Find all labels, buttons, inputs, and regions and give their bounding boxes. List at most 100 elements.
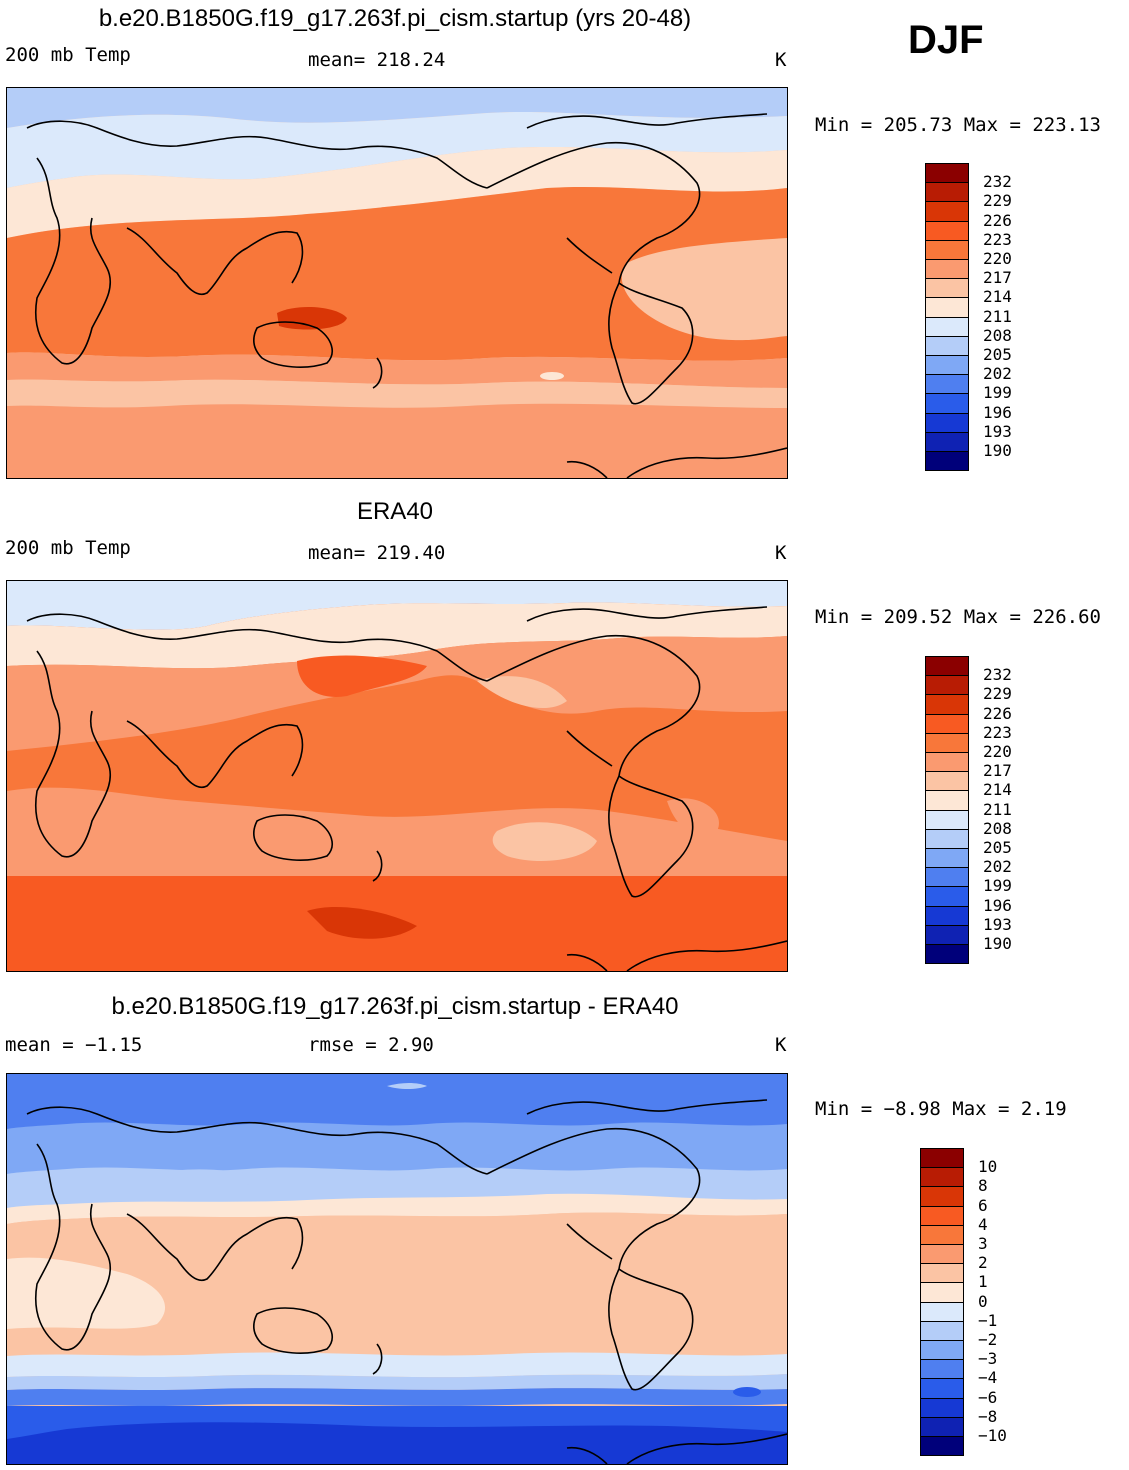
colorbar-swatch <box>925 451 969 472</box>
mean-label: mean = −1.15 <box>5 1034 143 1056</box>
colorbar-swatch <box>925 732 969 753</box>
colorbar-swatch <box>925 316 969 337</box>
colorbar-swatch <box>920 1416 964 1437</box>
colorbar-level-label: 208 <box>983 818 1012 838</box>
colorbar-level-label: 8 <box>978 1176 988 1196</box>
colorbar-swatch <box>925 752 969 773</box>
colorbar-level-label: 214 <box>983 780 1012 800</box>
colorbar-swatch <box>925 163 969 184</box>
colorbar-swatch <box>925 374 969 395</box>
colorbar-level-label: 6 <box>978 1195 988 1215</box>
colorbar-level-label: 205 <box>983 345 1012 364</box>
colorbar-swatch <box>920 1244 964 1265</box>
colorbar-swatch <box>925 828 969 849</box>
colorbar-level-label: 202 <box>983 364 1012 384</box>
colorbar-level-label: −10 <box>978 1426 1007 1445</box>
colorbar-swatch <box>920 1224 964 1245</box>
colorbar-swatch <box>920 1263 964 1284</box>
colorbar-swatch <box>925 905 969 926</box>
colorbar-era40: 232 229 226 223 220 217 214 211 208 205 202 199 196 1… <box>925 656 1045 965</box>
colorbar-level-label: 220 <box>983 742 1012 761</box>
colorbar-swatch <box>920 1167 964 1188</box>
colorbar-level-label: 10 <box>978 1157 998 1177</box>
colorbar-level-label: −3 <box>978 1349 998 1369</box>
colorbar-level-label: 226 <box>983 210 1012 230</box>
units-label: K <box>775 49 787 71</box>
colorbar-swatch <box>925 790 969 811</box>
map-model-200mb-temp <box>6 87 788 479</box>
colorbar-level-label: 232 <box>983 172 1012 192</box>
colorbar-swatch <box>925 771 969 792</box>
colorbar-swatch <box>925 713 969 734</box>
min-max-label: Min = 205.73 Max = 223.13 <box>815 114 1101 136</box>
map-era40-200mb-temp <box>6 580 788 972</box>
panel-title: b.e20.B1850G.f19_g17.263f.pi_cism.startu… <box>111 993 679 1020</box>
colorbar-model: 232 229 226 223 220 217 214 211 208 205 202 199 196 1… <box>925 163 1045 472</box>
colorbar-swatch <box>925 675 969 696</box>
colorbar-swatch <box>920 1205 964 1226</box>
colorbar-level-label: 229 <box>983 684 1012 704</box>
colorbar-level-label: 202 <box>983 857 1012 877</box>
colorbar-swatch <box>925 924 969 945</box>
colorbar-level-label: 199 <box>983 383 1012 403</box>
colorbar-level-label: −8 <box>978 1406 998 1426</box>
colorbar-swatch <box>925 393 969 414</box>
colorbar-level-label: 196 <box>983 402 1012 422</box>
colorbar-level-label: 217 <box>983 761 1012 781</box>
season-label: DJF <box>908 18 984 62</box>
colorbar-swatch <box>920 1397 964 1418</box>
colorbar-swatch <box>925 297 969 318</box>
colorbar-swatch <box>920 1320 964 1341</box>
colorbar-level-label: 208 <box>983 325 1012 345</box>
colorbar-level-label: 211 <box>983 306 1012 326</box>
colorbar-level-label: 190 <box>983 441 1012 460</box>
colorbar-swatch <box>925 412 969 433</box>
colorbar-swatch <box>925 278 969 299</box>
colorbar-level-label: 214 <box>983 287 1012 307</box>
colorbar-level-label: 1 <box>978 1272 988 1292</box>
colorbar-swatch <box>920 1186 964 1207</box>
colorbar-level-label: −2 <box>978 1330 998 1349</box>
mean-label: mean= 219.40 <box>308 542 446 564</box>
colorbar-swatch <box>925 182 969 203</box>
units-label: K <box>775 1034 787 1056</box>
colorbar-swatch <box>925 355 969 376</box>
colorbar-level-label: 223 <box>983 229 1012 249</box>
colorbar-level-label: 217 <box>983 268 1012 288</box>
colorbar-level-label: 196 <box>983 895 1012 915</box>
panel-title: b.e20.B1850G.f19_g17.263f.pi_cism.startu… <box>98 5 692 32</box>
min-max-label: Min = −8.98 Max = 2.19 <box>815 1098 1067 1120</box>
colorbar-level-label: 205 <box>983 838 1012 857</box>
colorbar-level-label: 3 <box>978 1234 988 1253</box>
colorbar-swatch <box>925 431 969 452</box>
colorbar-level-label: −4 <box>978 1368 998 1388</box>
colorbar-swatch <box>925 201 969 222</box>
colorbar-level-label: 199 <box>983 876 1012 896</box>
field-label: 200 mb Temp <box>5 44 131 66</box>
colorbar-swatch <box>925 259 969 280</box>
colorbar-level-label: 0 <box>978 1291 988 1311</box>
mean-label: mean= 218.24 <box>308 49 446 71</box>
colorbar-swatch <box>925 867 969 888</box>
colorbar-level-label: 193 <box>983 421 1012 441</box>
colorbar-swatch <box>920 1301 964 1322</box>
field-label: 200 mb Temp <box>5 537 131 559</box>
panel-title: ERA40 <box>356 498 434 525</box>
colorbar-swatch <box>925 944 969 965</box>
colorbar-swatch <box>925 239 969 260</box>
colorbar-level-label: 211 <box>983 799 1012 819</box>
colorbar-level-label: −1 <box>978 1310 998 1330</box>
colorbar-level-label: 223 <box>983 722 1012 742</box>
colorbar-swatch <box>925 809 969 830</box>
colorbar-level-label: 220 <box>983 249 1012 268</box>
colorbar-swatch <box>920 1436 964 1457</box>
colorbar-level-label: −6 <box>978 1387 998 1407</box>
colorbar-swatch <box>925 848 969 869</box>
map-difference-200mb-temp <box>6 1073 788 1465</box>
colorbar-level-label: 190 <box>983 934 1012 953</box>
colorbar-swatch <box>925 694 969 715</box>
colorbar-difference: 10 8 6 4 3 2 1 0 −1 −2 −3 −4 −6 −8 −10 <box>920 1148 1040 1457</box>
units-label: K <box>775 542 787 564</box>
colorbar-swatch <box>925 886 969 907</box>
colorbar-swatch <box>925 220 969 241</box>
